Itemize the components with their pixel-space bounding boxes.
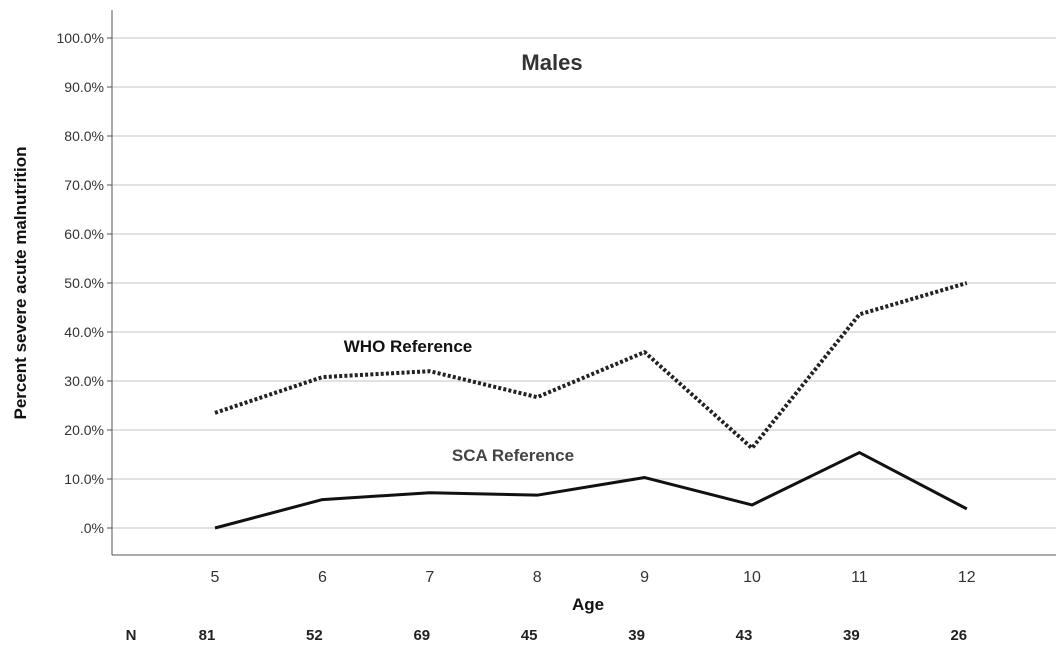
n-row: N 81 52 69 45 39 43 39 26 (126, 627, 968, 644)
y-tick-label: .0% (80, 520, 104, 536)
y-tick-labels: .0% 10.0% 20.0% 30.0% 40.0% 50.0% 60.0% 70.0% 80… (57, 30, 104, 536)
y-axis-title: Percent severe acute malnutrition (11, 146, 30, 419)
y-tick-label: 70.0% (64, 177, 104, 193)
series-label-who: WHO Reference (344, 337, 472, 356)
series-label-sca: SCA Reference (452, 446, 574, 465)
x-tick-label: 10 (743, 569, 761, 586)
series-lines (214, 281, 968, 530)
x-tick-label: 7 (425, 569, 434, 586)
y-tick-label: 40.0% (64, 324, 104, 340)
n-value: 39 (843, 627, 860, 644)
y-tick-label: 20.0% (64, 422, 104, 438)
y-tick-label: 100.0% (57, 30, 104, 46)
x-tick-label: 6 (318, 569, 327, 586)
y-tick-label: 50.0% (64, 275, 104, 291)
x-tick-label: 9 (640, 569, 649, 586)
n-row-label: N (126, 627, 137, 644)
axes (111, 10, 1056, 556)
y-tick-label: 10.0% (64, 471, 104, 487)
x-tick-label: 8 (533, 569, 542, 586)
n-value: 52 (306, 627, 323, 644)
n-value: 26 (950, 627, 967, 644)
y-tick-label: 30.0% (64, 373, 104, 389)
n-value: 45 (521, 627, 538, 644)
x-tick-label: 5 (211, 569, 220, 586)
x-tick-label: 11 (851, 569, 868, 586)
sca-reference-line (214, 451, 968, 530)
x-tick-label: 12 (958, 569, 976, 586)
who-reference-line (214, 281, 968, 451)
n-value: 69 (413, 627, 430, 644)
n-value: 81 (199, 627, 216, 644)
gridlines (107, 37, 1056, 529)
n-value: 43 (736, 627, 753, 644)
x-tick-labels: 5 6 7 8 9 10 11 12 (211, 569, 976, 586)
y-tick-label: 90.0% (64, 79, 104, 95)
n-value: 39 (628, 627, 645, 644)
y-tick-label: 80.0% (64, 128, 104, 144)
x-axis-title: Age (572, 595, 604, 614)
chart-title: Males (521, 50, 582, 75)
y-tick-label: 60.0% (64, 226, 104, 242)
